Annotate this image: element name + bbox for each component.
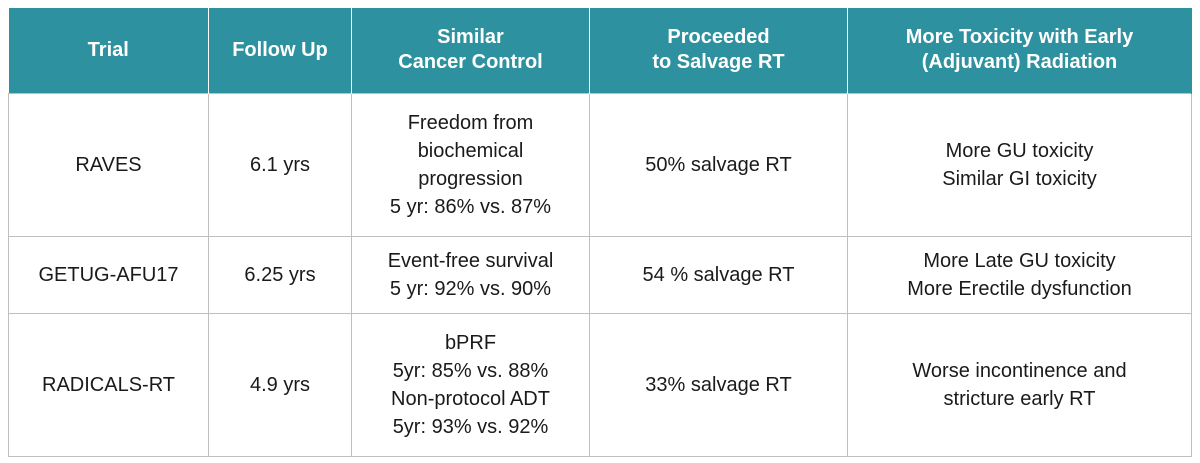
cell-line: 5 yr: 92% vs. 90%: [389, 277, 552, 300]
cell-line: More Erectile dysfunction: [907, 277, 1132, 300]
header-toxicity: More Toxicity with Early (Adjuvant) Radi…: [847, 8, 1192, 93]
header-toxicity-line-2: (Adjuvant) Radiation: [921, 51, 1118, 74]
cell-line: biochemical: [417, 139, 524, 162]
cell-follow-up: 6.1 yrs: [208, 92, 352, 237]
cell-line: progression: [418, 167, 523, 190]
cell-line: Event-free survival: [387, 249, 554, 272]
cell-salvage: 54 % salvage RT: [589, 235, 848, 314]
cell-cancer-control: Event-free survival 5 yr: 92% vs. 90%: [351, 235, 590, 314]
cell-follow-up: 4.9 yrs: [208, 312, 352, 457]
trial-comparison-table: Trial Follow Up Similar Cancer Control P…: [8, 8, 1192, 457]
header-trial: Trial: [8, 8, 209, 93]
cell-line: More Late GU toxicity: [923, 249, 1116, 272]
cell-salvage: 50% salvage RT: [589, 92, 848, 237]
cell-cancer-control: bPRF 5yr: 85% vs. 88% Non-protocol ADT 5…: [351, 312, 590, 457]
header-cancer-control: Similar Cancer Control: [351, 8, 590, 93]
cell-toxicity: More GU toxicity Similar GI toxicity: [847, 92, 1192, 237]
header-cancer-control-line-2: Cancer Control: [398, 51, 543, 74]
header-salvage-line-2: to Salvage RT: [652, 51, 785, 74]
comparison-table-container: Trial Follow Up Similar Cancer Control P…: [8, 8, 1192, 457]
cell-salvage: 33% salvage RT: [589, 312, 848, 457]
cell-toxicity: Worse incontinence and stricture early R…: [847, 312, 1192, 457]
table-row-getug-afu17: GETUG-AFU17 6.25 yrs Event-free survival…: [8, 235, 1192, 314]
header-toxicity-line-1: More Toxicity with Early: [905, 26, 1134, 49]
cell-trial: GETUG-AFU17: [8, 235, 209, 314]
cell-line: 5 yr: 86% vs. 87%: [389, 195, 552, 218]
cell-line: Worse incontinence and: [912, 359, 1127, 382]
table-header-row: Trial Follow Up Similar Cancer Control P…: [8, 8, 1192, 93]
cell-cancer-control: Freedom from biochemical progression 5 y…: [351, 92, 590, 237]
cell-follow-up: 6.25 yrs: [208, 235, 352, 314]
cell-trial: RADICALS-RT: [8, 312, 209, 457]
cell-line: Freedom from: [407, 111, 534, 134]
table-row-radicals-rt: RADICALS-RT 4.9 yrs bPRF 5yr: 85% vs. 88…: [8, 312, 1192, 457]
cell-line: Non-protocol ADT: [391, 387, 550, 410]
header-cancer-control-line-1: Similar: [437, 26, 504, 49]
cell-line: 5yr: 85% vs. 88%: [392, 359, 549, 382]
header-follow-up: Follow Up: [208, 8, 352, 93]
header-salvage-line-1: Proceeded: [667, 26, 770, 49]
cell-line: Similar GI toxicity: [942, 167, 1097, 190]
cell-trial: RAVES: [8, 92, 209, 237]
cell-toxicity: More Late GU toxicity More Erectile dysf…: [847, 235, 1192, 314]
cell-line: bPRF: [444, 331, 497, 354]
cell-line: 5yr: 93% vs. 92%: [392, 415, 549, 438]
table-row-raves: RAVES 6.1 yrs Freedom from biochemical p…: [8, 92, 1192, 237]
cell-line: stricture early RT: [943, 387, 1096, 410]
cell-line: More GU toxicity: [945, 139, 1094, 162]
header-salvage: Proceeded to Salvage RT: [589, 8, 848, 93]
